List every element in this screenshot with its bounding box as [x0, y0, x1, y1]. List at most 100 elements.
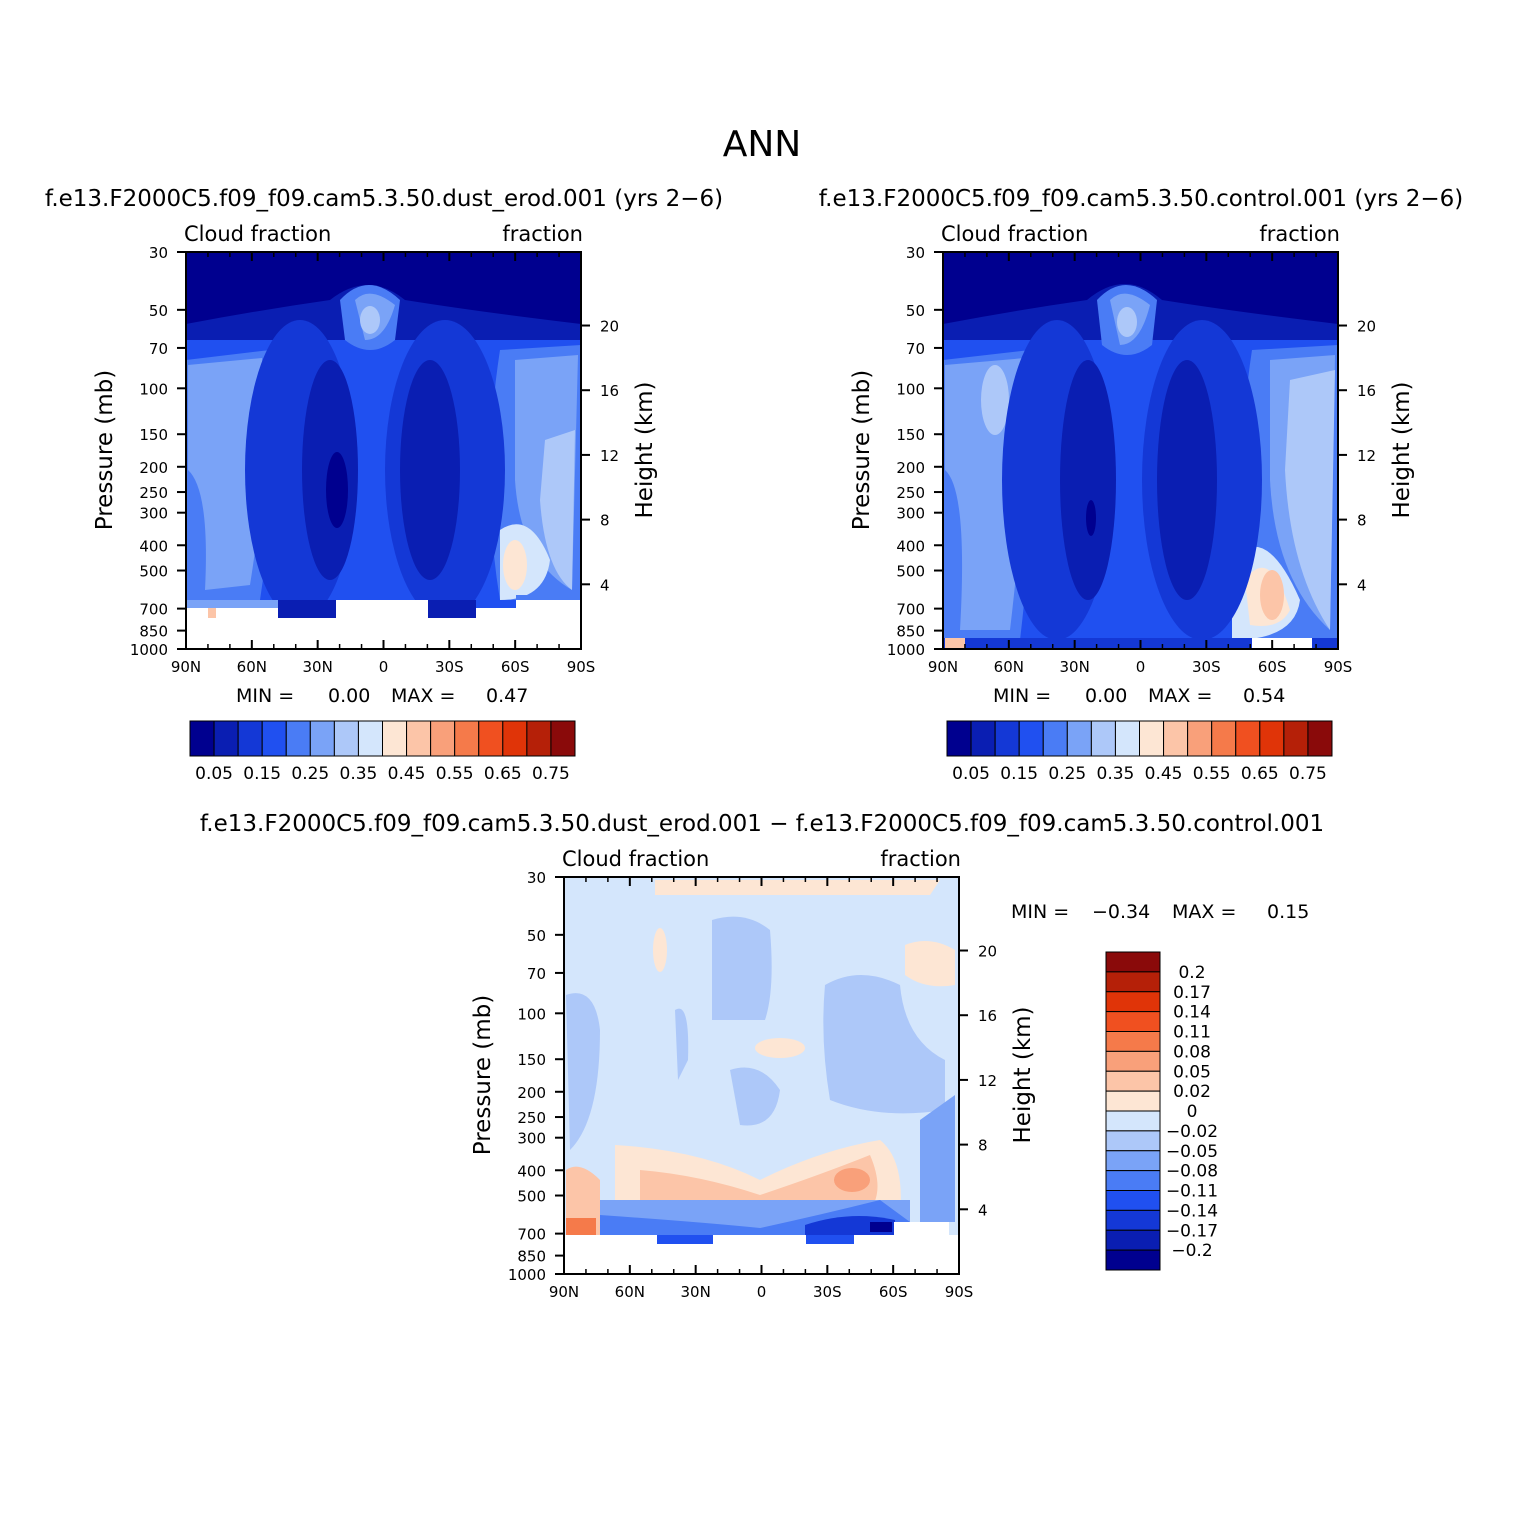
colorbar-label: 0.45: [388, 764, 426, 784]
colorbar-swatch: [189, 720, 215, 757]
x-tick-label: 90N: [549, 1283, 579, 1301]
min-label: MIN =: [236, 685, 294, 707]
colorbar-label: −0.08: [1166, 1162, 1218, 1182]
x-tick-label: 30N: [1060, 658, 1090, 676]
colorbar-label: −0.2: [1171, 1241, 1212, 1261]
x-tick-label: 90N: [928, 658, 958, 676]
y-right-axis-label: Height (km): [1389, 381, 1415, 518]
contour-field: [186, 252, 581, 649]
colorbar-swatch: [994, 720, 1020, 757]
y-tick-label: 1000: [887, 641, 925, 659]
colorbar-label: −0.17: [1166, 1221, 1218, 1241]
y-axis-label: Pressure (mb): [470, 995, 496, 1155]
y-right-ticks: 20 16 12 8 4: [1338, 318, 1376, 594]
colorbar-swatch: [970, 720, 996, 757]
y-tick-label: 70: [527, 965, 546, 983]
colorbar-label: 0.17: [1173, 983, 1211, 1003]
colorbar-label: 0.02: [1173, 1082, 1211, 1102]
colorbar-swatch: [1105, 1209, 1161, 1231]
colorbar-swatch: [1105, 1070, 1161, 1092]
colorbar-swatch: [1259, 720, 1285, 757]
y-tick-label: 70: [149, 340, 168, 358]
x-tick-label: 60N: [615, 1283, 645, 1301]
y-tick-label: 100: [517, 1005, 546, 1023]
y-right-tick-label: 4: [600, 576, 610, 594]
y-right-tick-label: 20: [600, 318, 619, 336]
x-tick-label: 0: [1136, 658, 1146, 676]
colorbar-label: 0.75: [1289, 764, 1327, 784]
y-tick-label: 100: [139, 380, 168, 398]
colorbar-swatch: [1105, 971, 1161, 993]
y-right-tick-label: 8: [600, 512, 610, 530]
colorbar-swatch: [1042, 720, 1068, 757]
y-tick-label: 500: [517, 1188, 546, 1206]
x-tick-label: 30S: [813, 1283, 842, 1301]
max-value: 0.54: [1243, 685, 1285, 707]
colorbar-swatch: [1163, 720, 1189, 757]
colorbar-swatch: [1105, 1249, 1161, 1271]
y-tick-label: 200: [896, 459, 925, 477]
colorbar-swatch: [478, 720, 504, 757]
max-value: 0.47: [486, 685, 528, 707]
y-tick-label: 250: [139, 484, 168, 502]
y-tick-label: 400: [139, 537, 168, 555]
colorbar-label: 0.25: [1048, 764, 1086, 784]
y-tick-label: 500: [896, 563, 925, 581]
left-label: Cloud fraction: [184, 222, 331, 246]
y-tick-label: 150: [896, 426, 925, 444]
y-tick-label: 70: [906, 340, 925, 358]
y-tick-label: 50: [906, 302, 925, 320]
x-tick-label: 60S: [501, 658, 530, 676]
y-tick-label: 100: [896, 380, 925, 398]
y-tick-label: 500: [139, 563, 168, 581]
colorbar-label: 0.55: [436, 764, 474, 784]
x-tick-label: 30N: [681, 1283, 711, 1301]
colorbar-label: 0.35: [1097, 764, 1135, 784]
min-value: −0.34: [1092, 901, 1150, 923]
x-ticks: 90N 60N 30N 0 30S 60S 90S: [171, 252, 595, 676]
y-tick-label: 30: [149, 244, 168, 262]
colorbar-label: −0.11: [1166, 1182, 1218, 1202]
y-tick-label: 1000: [508, 1266, 546, 1284]
colorbar-label: 0.14: [1173, 1003, 1211, 1023]
x-tick-label: 60S: [1258, 658, 1287, 676]
y-axis-label: Pressure (mb): [92, 370, 118, 530]
colorbar-label: −0.05: [1166, 1142, 1218, 1162]
colorbar-swatch: [1105, 1050, 1161, 1072]
colorbar-swatch: [1105, 1229, 1161, 1251]
y-tick-label: 400: [517, 1162, 546, 1180]
colorbar-swatch: [237, 720, 263, 757]
right-label: fraction: [502, 222, 583, 246]
max-value: 0.15: [1267, 901, 1309, 923]
max-label: MAX =: [391, 685, 455, 707]
colorbar-swatch: [1090, 720, 1116, 757]
colorbar-label: 0.2: [1178, 963, 1205, 983]
colorbar-swatch: [382, 720, 408, 757]
colorbar-label: 0.08: [1173, 1042, 1211, 1062]
y-right-tick-label: 16: [1357, 382, 1376, 400]
colorbar-swatch: [1283, 720, 1309, 757]
y-right-tick-label: 8: [1357, 512, 1367, 530]
y-right-ticks: 20 16 12 8 4: [959, 943, 997, 1219]
panel-title: f.e13.F2000C5.f09_f09.cam5.3.50.control.…: [819, 186, 1463, 212]
x-tick-label: 90S: [1324, 658, 1353, 676]
colorbar-swatch: [454, 720, 480, 757]
y-tick-label: 50: [149, 302, 168, 320]
colorbar-swatch: [1066, 720, 1092, 757]
x-tick-label: 90S: [945, 1283, 974, 1301]
colorbar-label: 0.75: [532, 764, 570, 784]
y-right-tick-label: 8: [978, 1137, 988, 1155]
colorbar-swatch: [1139, 720, 1165, 757]
colorbar-label: −0.02: [1166, 1122, 1218, 1142]
colorbar-swatch: [1105, 1190, 1161, 1211]
y-right-tick-label: 12: [978, 1072, 997, 1090]
colorbar-label: 0.55: [1193, 764, 1231, 784]
colorbar-label: 0.11: [1173, 1023, 1211, 1043]
panel-title: f.e13.F2000C5.f09_f09.cam5.3.50.dust_ero…: [45, 186, 723, 212]
y-right-tick-label: 16: [600, 382, 619, 400]
right-label: fraction: [880, 847, 961, 871]
y-tick-label: 30: [527, 869, 546, 887]
y-tick-label: 300: [139, 505, 168, 523]
